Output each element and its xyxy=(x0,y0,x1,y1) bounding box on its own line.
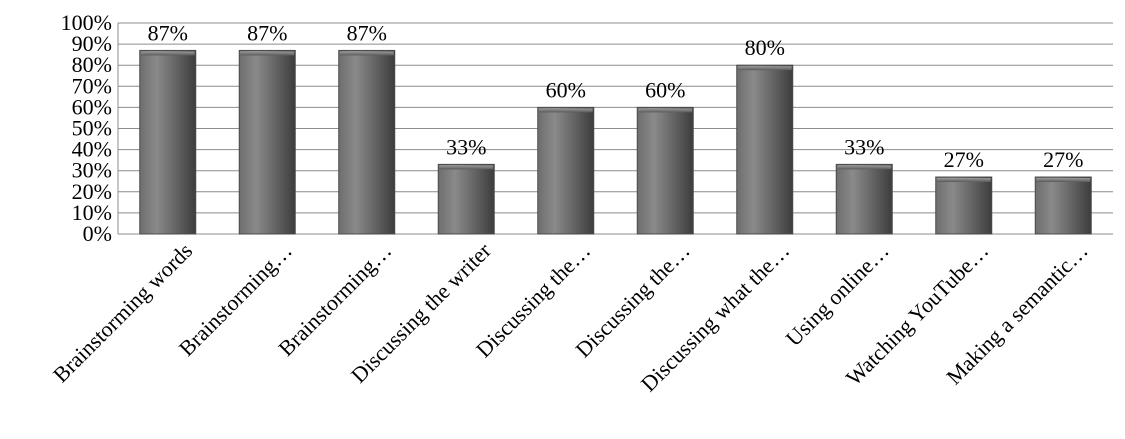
bar-data-label: 27% xyxy=(944,147,984,172)
y-tick-label: 50% xyxy=(72,116,112,141)
bar-group xyxy=(139,49,197,235)
bar-bevel xyxy=(439,165,494,170)
bar-group xyxy=(636,106,694,235)
bar-group xyxy=(736,64,794,235)
bar-data-label: 33% xyxy=(844,134,884,159)
bar xyxy=(636,106,694,235)
bar-bevel xyxy=(240,51,295,56)
y-tick-label: 100% xyxy=(61,10,112,35)
bar-data-label: 80% xyxy=(745,35,785,60)
bar-data-label: 87% xyxy=(247,20,287,45)
bar xyxy=(139,49,197,235)
y-tick-label: 80% xyxy=(72,52,112,77)
y-tick-label: 10% xyxy=(72,200,112,225)
y-tick-label: 30% xyxy=(72,158,112,183)
bar xyxy=(238,49,296,235)
bar xyxy=(437,163,495,235)
bar-data-label: 87% xyxy=(148,20,188,45)
x-category-label: Using online… xyxy=(781,238,894,351)
y-tick-label: 90% xyxy=(72,31,112,56)
x-category-label: Brainstorming words xyxy=(48,238,197,387)
bar-group xyxy=(935,176,993,235)
bar xyxy=(537,106,595,235)
bar xyxy=(338,49,396,235)
y-axis-tick-labels: 0%10%20%30%40%50%60%70%80%90%100% xyxy=(61,10,112,246)
y-tick-label: 0% xyxy=(83,221,112,246)
bar-data-label: 60% xyxy=(546,77,586,102)
bar-data-label: 87% xyxy=(347,20,387,45)
bar-bevel xyxy=(538,108,593,113)
bars xyxy=(139,49,1092,235)
bar-group xyxy=(537,106,595,235)
bar-bevel xyxy=(638,108,693,113)
bar-data-label: 27% xyxy=(1043,147,1083,172)
bar xyxy=(736,64,794,235)
y-tick-label: 60% xyxy=(72,94,112,119)
bar-data-label: 33% xyxy=(446,134,486,159)
bar-bevel xyxy=(737,66,792,71)
x-axis-category-labels: Brainstorming wordsBrainstorming…Brainst… xyxy=(48,237,1093,396)
bar xyxy=(1034,176,1092,235)
bar xyxy=(935,176,993,235)
bar-group xyxy=(835,163,893,235)
bar-bevel xyxy=(837,165,892,170)
bar-group xyxy=(437,163,495,235)
data-labels: 87% 87% 87% 33% 60% 60% 80% 33% 27% 27% xyxy=(148,20,1084,172)
bar-group xyxy=(338,49,396,235)
bar-bevel xyxy=(1036,178,1091,183)
bar-bevel xyxy=(339,51,394,56)
y-tick-label: 20% xyxy=(72,179,112,204)
bar-group xyxy=(1034,176,1092,235)
y-tick-label: 70% xyxy=(72,73,112,98)
bar-bevel xyxy=(140,51,195,56)
y-tick-label: 40% xyxy=(72,137,112,162)
bar-group xyxy=(238,49,296,235)
bar-data-label: 60% xyxy=(645,77,685,102)
bar xyxy=(835,163,893,235)
bar-bevel xyxy=(936,178,991,183)
